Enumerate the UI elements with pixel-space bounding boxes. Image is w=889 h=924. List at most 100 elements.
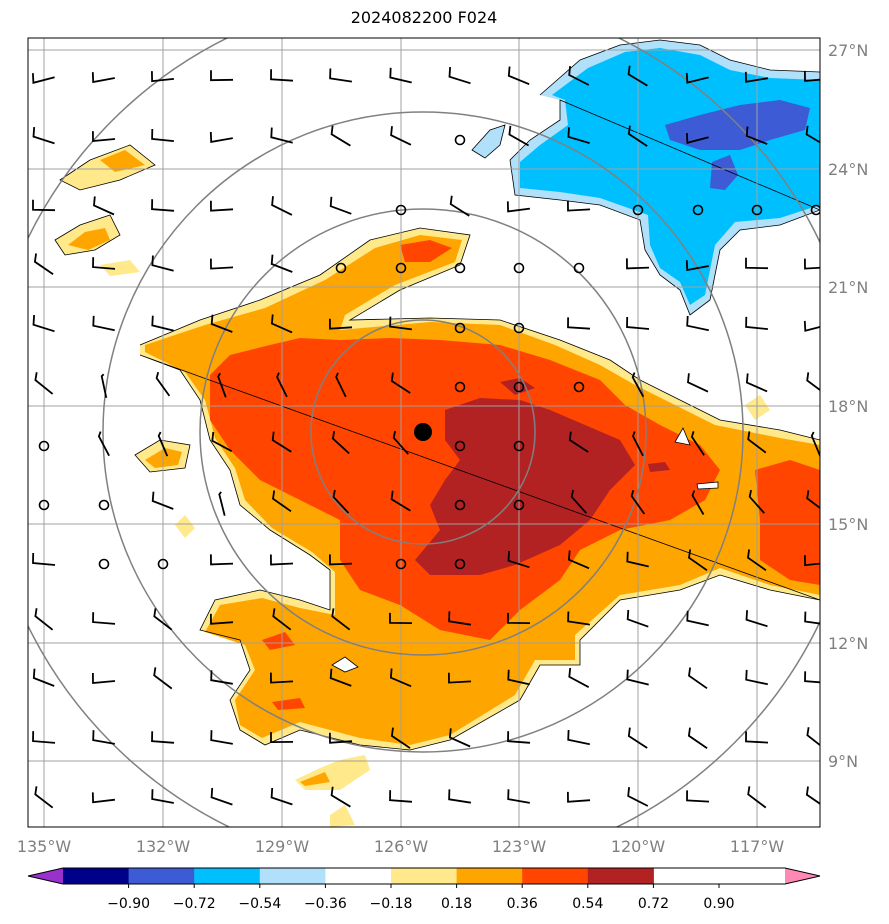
wind-barb — [330, 125, 351, 147]
wind-barb — [390, 727, 411, 749]
wind-barb — [331, 608, 351, 631]
wind-barb — [745, 669, 768, 686]
colorbar: −0.90 −0.72 −0.54 −0.36 −0.18 0.18 0.36 0.54 0.7… — [27, 867, 821, 912]
wind-barb — [448, 611, 472, 626]
colorbar-label: 0.90 — [703, 896, 734, 912]
wind-barb — [272, 608, 292, 631]
contour-fill-054-a — [755, 460, 820, 585]
wind-barb — [747, 549, 767, 572]
wind-barb — [210, 613, 234, 625]
calm-wind-circle — [513, 381, 525, 393]
wind-barb — [686, 610, 709, 627]
wind-barb — [745, 610, 768, 628]
contour-fill-neg018-a — [472, 125, 505, 158]
calm-wind-circle — [157, 558, 169, 570]
wind-barb — [810, 431, 820, 457]
wind-barb — [390, 490, 411, 512]
wind-barb — [151, 491, 174, 510]
wind-barb — [329, 196, 352, 215]
wind-barb — [331, 431, 350, 455]
calm-wind-circle — [454, 558, 466, 570]
wind-barb — [272, 490, 292, 513]
wind-barb — [209, 131, 233, 143]
wind-barb — [210, 787, 233, 806]
wind-barb — [329, 668, 352, 687]
calm-wind-circle — [395, 558, 407, 570]
wind-barb — [627, 65, 648, 87]
calm-wind-circle — [454, 262, 466, 274]
wind-barb — [507, 731, 531, 744]
wind-barb — [92, 730, 115, 745]
calm-wind-circle — [573, 381, 585, 393]
lat-label: 27°N — [828, 41, 868, 60]
calm-wind-circle — [454, 499, 466, 511]
wind-barb — [32, 199, 56, 212]
colorbar-label: −0.18 — [370, 896, 413, 912]
positive-anomaly-fill — [55, 145, 820, 827]
contour-fill-072 — [415, 398, 635, 575]
wind-barb — [448, 728, 471, 748]
wind-barb — [687, 727, 708, 749]
wind-barb — [271, 431, 292, 453]
calm-wind-circle — [98, 499, 110, 511]
contour-fill-072-b — [648, 462, 670, 472]
wind-barb — [270, 254, 293, 273]
wind-barb — [805, 125, 820, 144]
wind-barb — [626, 551, 649, 568]
wind-barb — [33, 253, 54, 275]
wind-barb — [329, 554, 353, 566]
wind-barb — [151, 128, 174, 142]
graticule — [28, 38, 820, 827]
contour-holes — [331, 427, 719, 673]
wind-barb — [210, 554, 234, 566]
wind-barb — [270, 314, 293, 334]
wind-barb — [806, 727, 820, 747]
wind-barb — [686, 133, 709, 144]
contour-lines — [54, 39, 820, 751]
wind-barb — [270, 787, 293, 806]
storm-center-marker — [414, 423, 432, 441]
wind-barb — [389, 668, 412, 688]
wind-barb — [329, 318, 353, 330]
wind-barb — [567, 317, 591, 330]
wind-barb — [507, 551, 530, 569]
negative-anomaly-fill — [472, 40, 820, 315]
colorbar-label: 0.36 — [507, 896, 538, 912]
colorbar-extend-high — [785, 868, 820, 884]
wind-barb — [151, 731, 175, 744]
colorbar-extend-low — [28, 868, 63, 884]
wind-barb — [32, 73, 55, 84]
map-title: 2024082200 F024 — [350, 8, 498, 27]
contour-fill-neg054-a — [710, 155, 738, 190]
colorbar-label: 0.18 — [441, 896, 472, 912]
wind-barb — [34, 372, 54, 395]
wind-barb — [270, 127, 293, 144]
wind-barb — [93, 196, 115, 216]
wind-barb — [747, 431, 767, 454]
wind-barb — [627, 125, 648, 147]
calm-wind-circle — [395, 262, 407, 274]
wind-barb — [448, 672, 472, 684]
wind-barb — [270, 69, 294, 82]
lon-label: 132°W — [136, 837, 191, 856]
wind-barb — [626, 669, 649, 686]
lon-label: 117°W — [730, 837, 785, 856]
wind-barb — [335, 372, 347, 398]
wind-barb — [627, 787, 649, 807]
wind-barb — [508, 125, 530, 147]
colorbar-cell — [391, 868, 458, 884]
wind-barb — [210, 730, 233, 745]
wind-barb — [805, 786, 820, 805]
calm-wind-circle — [692, 204, 704, 216]
wind-barb — [390, 372, 411, 394]
calm-wind-circle — [454, 381, 466, 393]
calm-wind-circle — [38, 499, 50, 511]
wind-barb — [389, 790, 413, 803]
wind-barb — [32, 127, 55, 145]
wind-barb — [32, 552, 56, 566]
wind-barb — [745, 126, 768, 145]
wind-barb — [151, 315, 174, 332]
wind-barb — [626, 316, 650, 330]
calm-wind-circle — [513, 322, 525, 334]
